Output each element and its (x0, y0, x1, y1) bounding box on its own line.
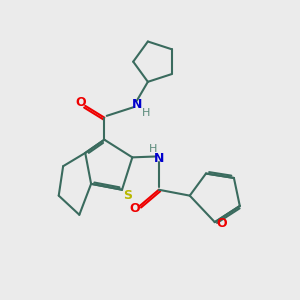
Text: S: S (123, 188, 132, 202)
Text: O: O (216, 217, 226, 230)
Text: O: O (129, 202, 140, 215)
Text: N: N (132, 98, 142, 111)
Text: N: N (154, 152, 164, 165)
Text: H: H (149, 144, 158, 154)
Text: H: H (142, 108, 150, 118)
Text: O: O (76, 96, 86, 109)
